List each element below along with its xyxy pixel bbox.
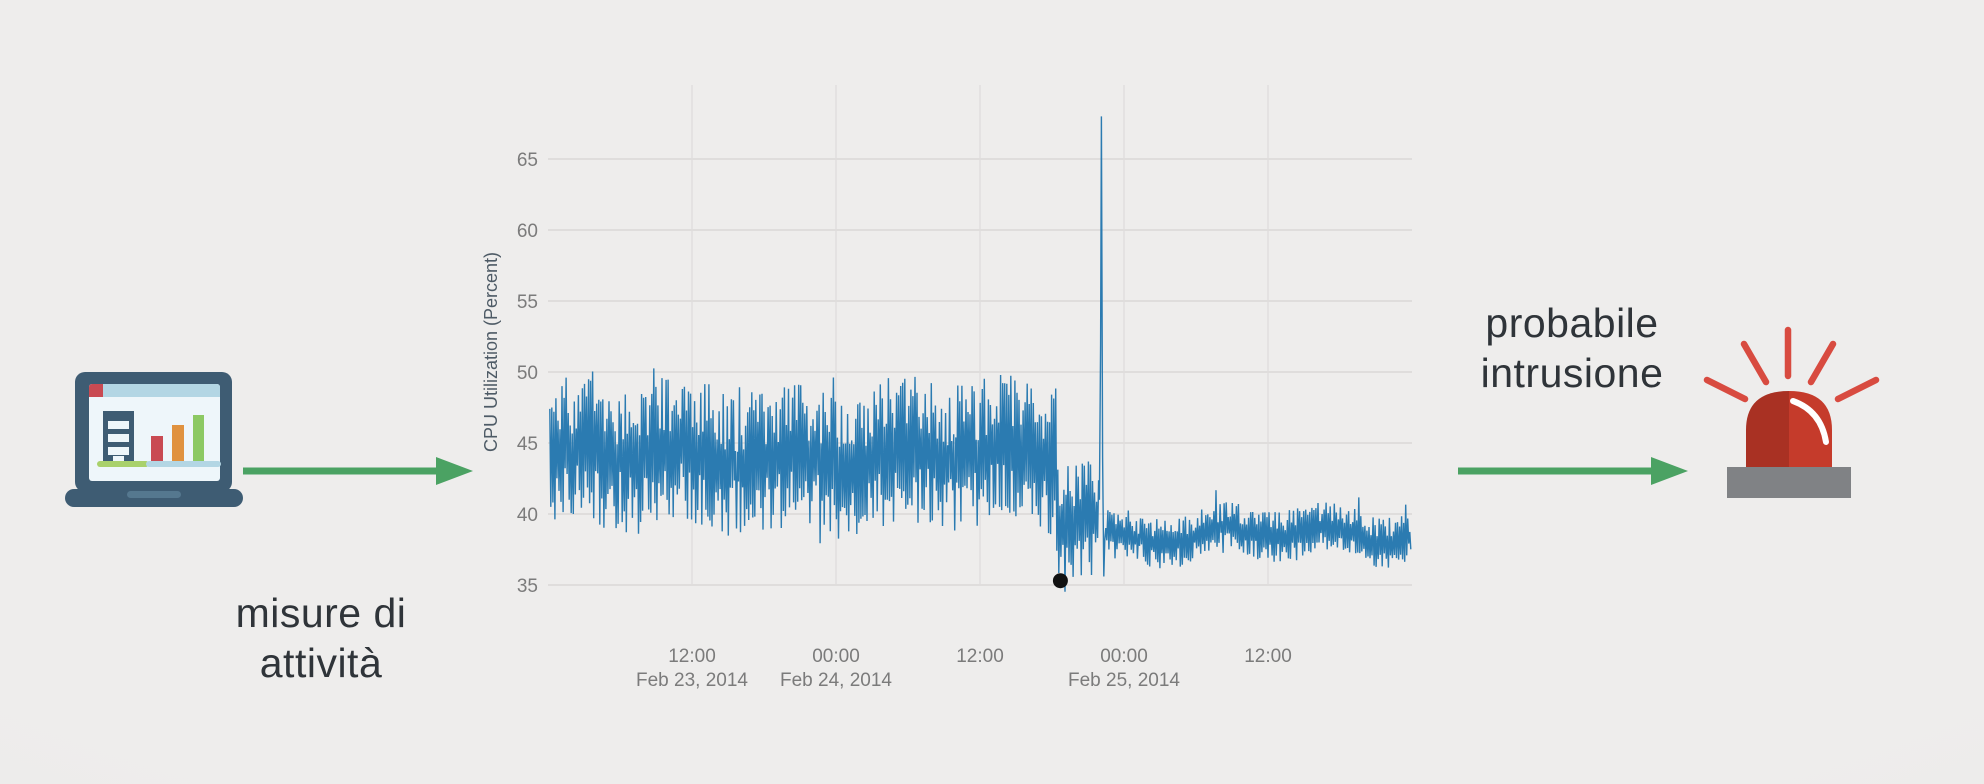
building-window <box>108 447 129 455</box>
y-tick-label: 35 <box>517 576 538 597</box>
x-tick-time: 00:00 <box>1100 646 1148 667</box>
alarm-ray-upper-left <box>1740 340 1770 386</box>
mini-bar-red <box>151 436 163 462</box>
alarm-dome <box>1746 391 1832 468</box>
alarm-ray-lower-right <box>1834 376 1880 403</box>
x-tick-time: 12:00 <box>1244 646 1292 667</box>
y-axis-title: CPU Utilization (Percent) <box>481 252 501 452</box>
y-tick-label: 60 <box>517 221 538 242</box>
laptop-base-notch <box>127 491 181 498</box>
mini-chart-baseline <box>146 461 221 467</box>
building-window <box>108 434 129 442</box>
y-tick-label: 45 <box>517 434 538 455</box>
alarm-ray-upper-right <box>1807 340 1837 386</box>
probable-intrusion-label: probabile intrusione <box>1422 298 1722 398</box>
anomaly-marker-dot <box>1052 573 1068 589</box>
x-tick-date: Feb 24, 2014 <box>780 670 892 691</box>
y-tick-label: 50 <box>517 363 538 384</box>
probable-intrusion-line1: probabile <box>1485 300 1659 346</box>
mini-bar-green <box>193 415 204 462</box>
alarm-base <box>1727 467 1851 498</box>
alarm-siren-icon <box>1703 326 1880 498</box>
y-tick-label: 65 <box>517 150 538 171</box>
x-tick-time: 00:00 <box>812 646 860 667</box>
building-window <box>108 421 129 429</box>
cpu-chart-svg: 65 60 55 50 45 40 35 12:00 Feb 23, 2014 00:00 Feb … <box>481 85 1412 691</box>
x-tick-time: 12:00 <box>668 646 716 667</box>
alarm-rays <box>1703 326 1880 403</box>
arrow-right-head <box>1651 457 1688 485</box>
arrow-left-icon <box>243 457 473 485</box>
arrow-right-icon <box>1458 457 1688 485</box>
cpu-utilization-chart: 65 60 55 50 45 40 35 12:00 Feb 23, 2014 00:00 Feb … <box>480 60 1460 705</box>
activity-measures-line1: misure di <box>235 590 407 636</box>
building-ground-line <box>97 461 149 467</box>
cpu-series-line <box>549 116 1412 592</box>
x-tick-time: 12:00 <box>956 646 1004 667</box>
probable-intrusion-line2: intrusione <box>1480 350 1664 396</box>
arrow-left-head <box>436 457 473 485</box>
alarm-ray-lower-left <box>1703 376 1749 403</box>
laptop-topbar-accent-square <box>89 384 103 397</box>
y-tick-label: 40 <box>517 505 538 526</box>
activity-measures-label: misure di attività <box>171 588 471 688</box>
x-tick-date: Feb 25, 2014 <box>1068 670 1180 691</box>
laptop-screen-topbar <box>89 384 220 397</box>
alarm-dome-highlight <box>1790 398 1829 445</box>
x-tick-date: Feb 23, 2014 <box>636 670 748 691</box>
mini-bar-orange <box>172 425 184 462</box>
activity-measures-line2: attività <box>259 640 383 686</box>
laptop-analytics-icon <box>65 372 243 507</box>
y-tick-label: 55 <box>517 292 538 313</box>
building-door <box>113 456 124 465</box>
